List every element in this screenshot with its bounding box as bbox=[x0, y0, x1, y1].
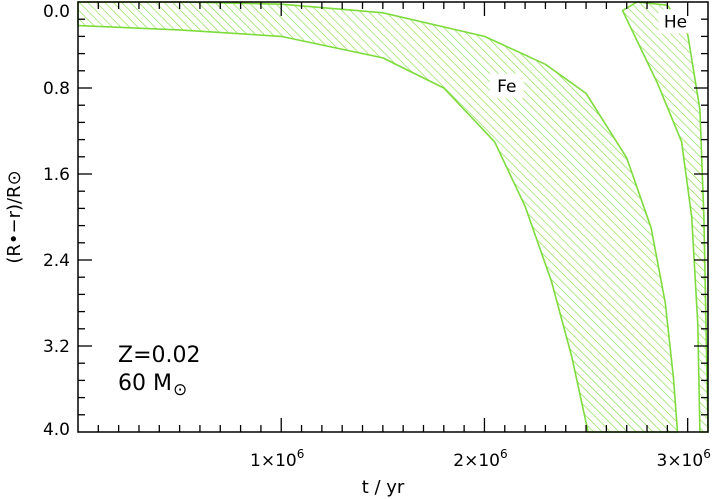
x-axis-label: t / yr bbox=[362, 477, 405, 498]
region-label-fe: Fe bbox=[497, 77, 516, 97]
x-tick-label: 3×106 bbox=[657, 447, 711, 471]
axis-ticks bbox=[78, 2, 708, 432]
x-tick-label-exponent: 6 bbox=[500, 447, 508, 461]
x-tick-label-base: 3×10 bbox=[657, 451, 704, 471]
x-tick-label: 2×106 bbox=[453, 447, 507, 471]
x-tick-label: 1×106 bbox=[250, 447, 304, 471]
y-tick-label: 0.8 bbox=[43, 79, 70, 99]
y-tick-label: 0.0 bbox=[43, 2, 70, 22]
y-tick-label: 4.0 bbox=[43, 420, 70, 440]
y-axis-label: (R•−r)/R⊙ bbox=[4, 170, 25, 263]
region-label-bg-fe bbox=[489, 73, 524, 98]
x-tick-label-base: 1×10 bbox=[250, 451, 297, 471]
annotation-mass-symbol: ⊙ bbox=[173, 380, 187, 400]
annotation-metallicity-mass: Z=0.02 60 M⊙ bbox=[118, 343, 201, 400]
y-tick-label: 3.2 bbox=[43, 337, 70, 357]
annotation-mass: 60 M⊙ bbox=[118, 371, 187, 400]
x-tick-label-exponent: 6 bbox=[297, 447, 305, 461]
y-tick-label: 2.4 bbox=[43, 251, 70, 271]
x-tick-label-exponent: 6 bbox=[703, 447, 711, 461]
region-label-bg-he bbox=[658, 9, 693, 34]
annotation-metallicity: Z=0.02 bbox=[118, 343, 201, 368]
annotation-mass-prefix: 60 M bbox=[118, 371, 172, 396]
tick-labels: 0.00.81.62.43.24.01×106 2×106 3×106 bbox=[43, 2, 711, 471]
x-tick-label-base: 2×10 bbox=[453, 451, 500, 471]
y-tick-label: 1.6 bbox=[43, 165, 70, 185]
region-label-he: He bbox=[664, 12, 687, 32]
plot-frame bbox=[77, 1, 709, 433]
